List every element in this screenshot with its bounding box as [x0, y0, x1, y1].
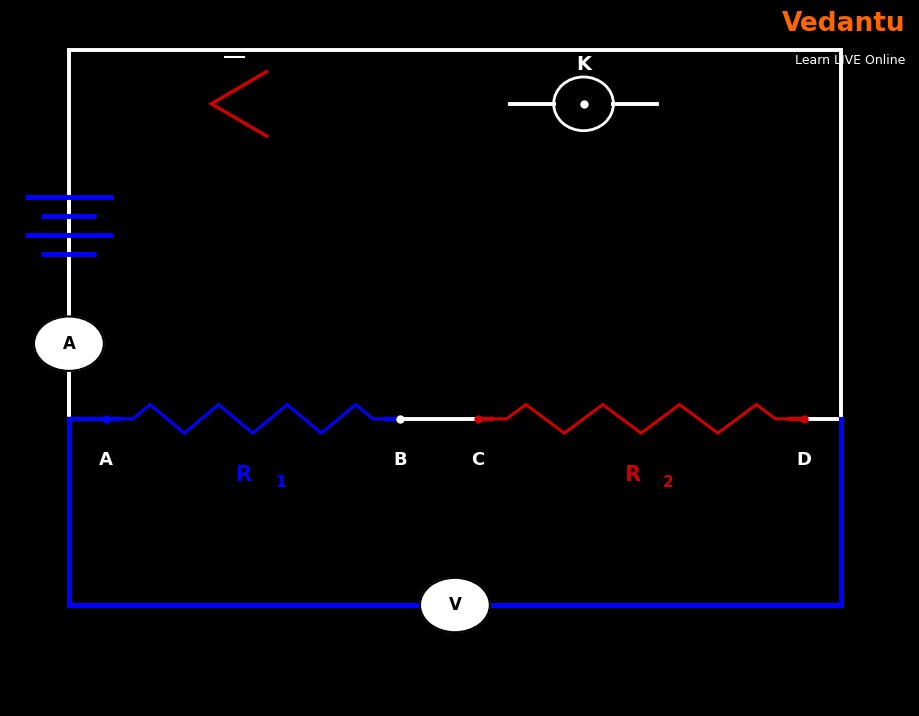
Circle shape	[420, 578, 490, 632]
Text: K: K	[576, 55, 591, 74]
Text: 2: 2	[664, 475, 674, 490]
Text: A: A	[62, 334, 75, 353]
Text: B: B	[393, 451, 406, 469]
Text: R: R	[624, 465, 640, 485]
Text: V: V	[448, 596, 461, 614]
Text: Learn LIVE Online: Learn LIVE Online	[795, 54, 905, 67]
Circle shape	[34, 316, 104, 371]
Text: R: R	[235, 465, 252, 485]
Text: D: D	[797, 451, 811, 469]
Text: 1: 1	[275, 475, 286, 490]
Text: Vedantu: Vedantu	[781, 11, 905, 37]
Text: A: A	[98, 451, 113, 469]
Text: C: C	[471, 451, 484, 469]
